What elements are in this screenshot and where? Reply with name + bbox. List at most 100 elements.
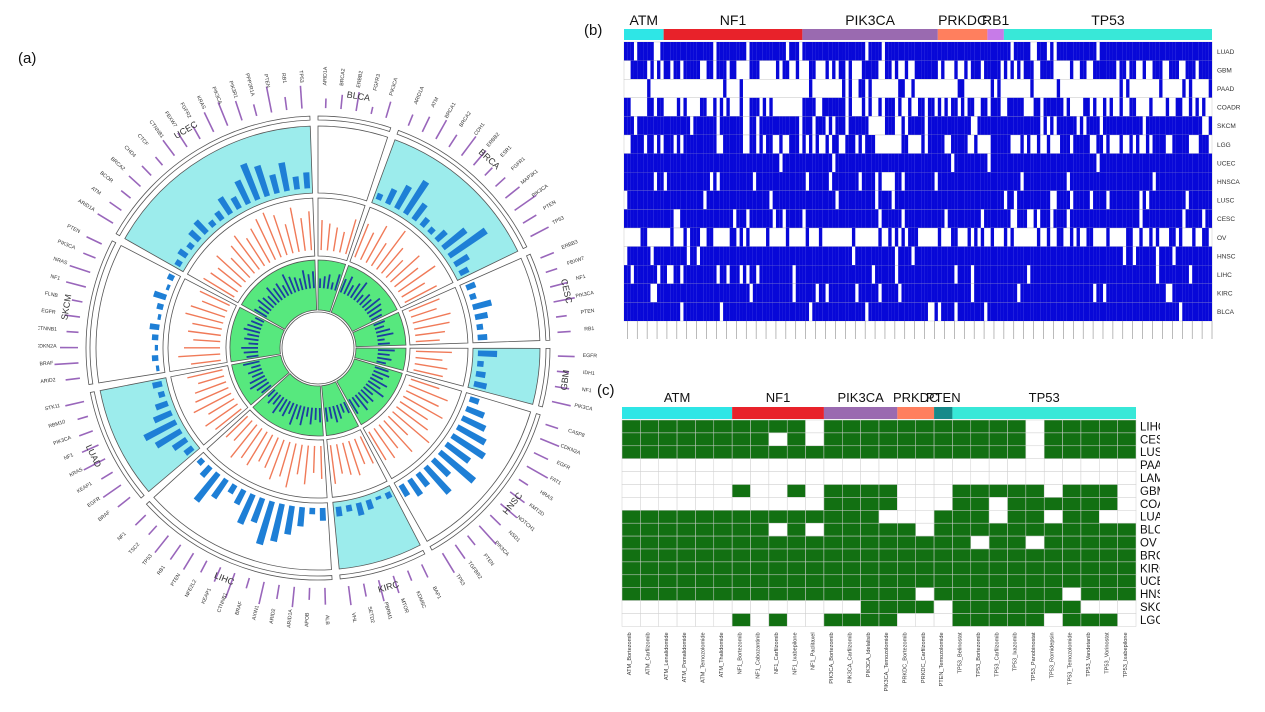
heat-cell [657, 190, 661, 210]
heat-cell [1172, 228, 1176, 247]
inner-bar [369, 376, 388, 388]
heat-cell [1079, 135, 1084, 154]
heat-cell [888, 97, 892, 117]
heat-cell [884, 302, 889, 321]
heat-cell [927, 153, 932, 173]
heat-cell [750, 497, 770, 511]
heat-cell [749, 302, 753, 321]
heat-cell [1198, 60, 1203, 80]
heat-cell [742, 190, 747, 210]
heat-cell [1080, 587, 1100, 601]
heat-cell [878, 97, 882, 117]
heat-cell [693, 228, 697, 247]
heat-cell [680, 246, 684, 266]
heat-cell [1202, 60, 1206, 80]
heat-cell [1043, 535, 1063, 550]
heat-cell [1043, 42, 1047, 61]
heat-cell [640, 209, 644, 228]
heat-cell [1007, 522, 1027, 537]
gene-label: PTEN [262, 74, 271, 89]
heat-cell [1182, 172, 1186, 191]
heat-cell [898, 190, 902, 210]
heat-cell [1126, 190, 1130, 210]
heat-cell [1020, 190, 1024, 210]
heat-cell [812, 283, 816, 303]
heat-cell [789, 135, 793, 154]
heat-cell [952, 548, 972, 563]
heat-cell [1046, 190, 1051, 210]
heat-cell [676, 458, 696, 472]
heat-cell [1142, 246, 1146, 266]
heat-cell [686, 42, 691, 61]
heat-cell [795, 246, 800, 266]
heat-cell [858, 302, 862, 321]
sector-frame [115, 115, 311, 237]
heat-cell [914, 60, 919, 80]
heat-cell [931, 283, 935, 303]
blue-bar [166, 273, 176, 282]
heat-cell [808, 283, 813, 303]
heat-cell [683, 228, 687, 247]
gene-label: RB1 [584, 326, 595, 333]
heat-cell [815, 135, 819, 154]
heat-cell [1205, 246, 1209, 266]
heat-cell [630, 190, 634, 210]
heat-cell [785, 228, 790, 247]
col-label: PTEN_Temozolomide [939, 632, 945, 686]
outer-bar [466, 535, 476, 546]
heat-cell [848, 42, 852, 61]
heat-cell [964, 60, 968, 80]
heat-cell [713, 432, 733, 447]
heat-cell [990, 60, 995, 80]
heat-cell [1017, 246, 1021, 266]
heat-cell [1099, 246, 1104, 266]
heat-cell [1086, 97, 1090, 117]
heat-cell [1003, 135, 1008, 154]
heat-cell [1063, 265, 1067, 284]
heat-cell [832, 246, 836, 266]
heat-cell [683, 42, 687, 61]
heat-cell [1182, 246, 1186, 266]
inner-bar [322, 276, 326, 289]
heat-cell [1145, 116, 1150, 135]
heat-cell [931, 42, 935, 61]
heat-cell [818, 42, 823, 61]
heat-cell [845, 153, 849, 173]
outer-bar [392, 575, 400, 594]
heat-cell [914, 209, 919, 228]
heat-cell [766, 302, 770, 321]
heat-cell [1132, 209, 1137, 228]
heat-cell [881, 246, 886, 266]
outer-bar [553, 297, 575, 303]
heat-cell [1076, 302, 1080, 321]
heat-cell [848, 116, 852, 135]
heat-cell [802, 116, 806, 135]
heat-cell [1192, 172, 1196, 191]
sector-frame [89, 391, 145, 499]
heat-cell [1192, 209, 1196, 228]
heat-cell [759, 190, 763, 210]
heat-cell [1010, 172, 1014, 191]
gene-label: PTEN [170, 572, 182, 587]
heat-cell [860, 574, 880, 588]
heat-cell [970, 535, 990, 550]
heat-cell [1073, 116, 1077, 135]
heat-cell [915, 574, 935, 588]
heat-cell [690, 265, 694, 284]
heat-cell [1013, 116, 1018, 135]
heat-cell [957, 265, 961, 284]
heat-cell [842, 522, 861, 537]
heat-cell [1175, 135, 1180, 154]
outer-bar [291, 586, 296, 608]
row-label: OV [1217, 235, 1227, 242]
outer-bar [117, 496, 131, 508]
outer-bar [406, 570, 413, 581]
heat-cell [1040, 209, 1044, 228]
heat-cell [630, 153, 634, 173]
heat-cell [1188, 190, 1193, 210]
heat-cell [703, 135, 707, 154]
heat-cell [713, 153, 717, 173]
heat-cell [729, 228, 734, 247]
heat-cell [1036, 283, 1041, 303]
heat-cell [706, 228, 710, 247]
